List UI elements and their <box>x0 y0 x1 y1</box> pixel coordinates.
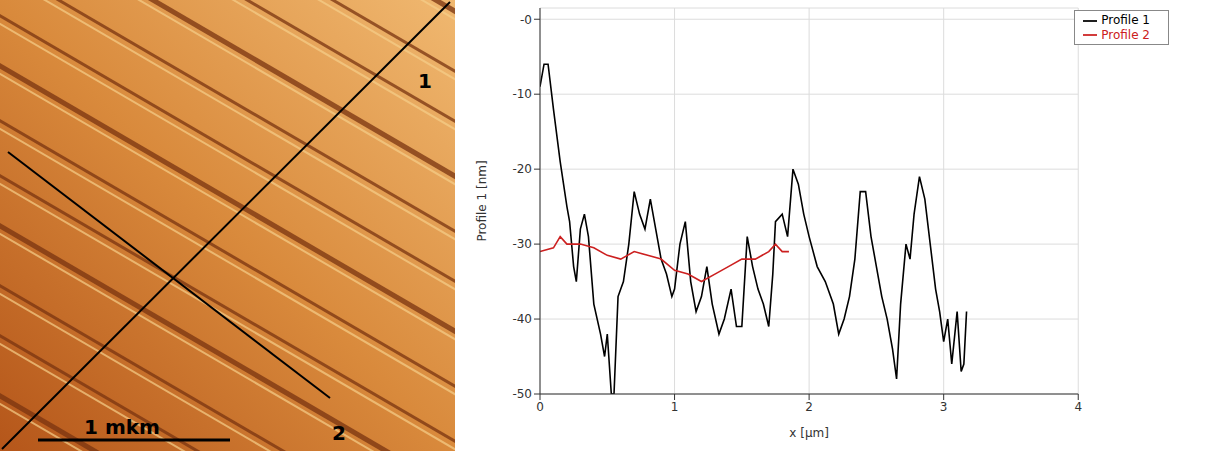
svg-text:-10: -10 <box>512 87 532 101</box>
svg-text:4: 4 <box>1074 400 1082 414</box>
html-text:Profile 1: Profile 1 <box>1101 13 1150 27</box>
svg-text:3: 3 <box>940 400 948 414</box>
svg-text:0: 0 <box>536 400 544 414</box>
svg-text:-0: -0 <box>520 13 532 27</box>
svg-text:x [µm]: x [µm] <box>789 426 829 440</box>
svg-text:-50: -50 <box>512 387 532 401</box>
svg-text:-30: -30 <box>512 237 532 251</box>
svg-text:1 mkm: 1 mkm <box>84 415 160 439</box>
html-text:Profile 2: Profile 2 <box>1101 27 1150 42</box>
svg-text:Profile 1 [nm]: Profile 1 [nm] <box>475 160 489 241</box>
svg-text:-40: -40 <box>512 312 532 326</box>
svg-text:1: 1 <box>671 400 679 414</box>
svg-text:2: 2 <box>805 400 813 414</box>
svg-text:1: 1 <box>418 69 432 93</box>
svg-text:2: 2 <box>332 421 346 445</box>
svg-text:-20: -20 <box>512 162 532 176</box>
